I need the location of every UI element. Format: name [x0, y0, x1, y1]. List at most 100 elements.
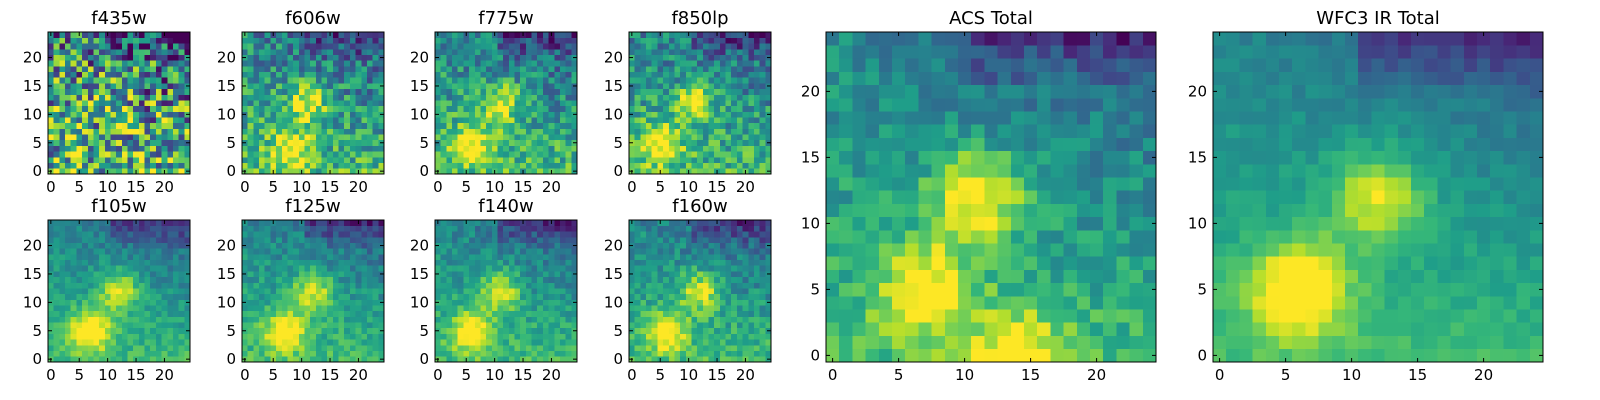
heatmap-cell	[497, 117, 504, 124]
heatmap-cell	[663, 128, 670, 135]
heatmap-cell	[559, 242, 566, 249]
heatmap-cell	[144, 220, 151, 226]
heatmap-cell	[65, 316, 72, 323]
heatmap-cell	[646, 122, 653, 129]
heatmap-cell	[121, 151, 128, 158]
heatmap-cell	[702, 111, 709, 118]
heatmap-cell	[714, 43, 721, 50]
heatmap-cell	[685, 156, 692, 163]
heatmap-cell	[537, 151, 544, 158]
heatmap-cell	[497, 310, 504, 317]
heatmap-cell	[646, 139, 653, 146]
heatmap-cell	[264, 237, 271, 244]
heatmap-cell	[531, 168, 538, 175]
heatmap-cell	[138, 139, 145, 146]
heatmap-cell	[298, 83, 305, 90]
heatmap-cell	[99, 32, 106, 38]
heatmap-cell	[344, 168, 351, 175]
heatmap-cell	[469, 32, 476, 38]
heatmap-cell	[349, 66, 356, 73]
heatmap-cell	[435, 43, 441, 50]
heatmap-cell	[548, 139, 555, 146]
heatmap-cell	[270, 299, 277, 306]
heatmap-cell	[184, 71, 191, 78]
heatmap-cell	[491, 77, 498, 84]
heatmap-cell	[537, 322, 544, 329]
heatmap-cell	[82, 168, 89, 175]
heatmap-cell	[133, 305, 140, 312]
heatmap-cell	[748, 288, 755, 295]
heatmap-cell	[446, 151, 453, 158]
heatmap-cell	[276, 139, 283, 146]
heatmap-cell	[753, 105, 760, 112]
heatmap-cell	[565, 282, 572, 289]
heatmap-cell	[116, 49, 123, 56]
heatmap-cell	[247, 305, 254, 312]
heatmap-cell	[634, 88, 641, 95]
heatmap-cell	[150, 66, 157, 73]
heatmap-cell	[765, 305, 772, 312]
heatmap-cell	[65, 259, 72, 266]
heatmap-cell	[116, 299, 123, 306]
heatmap-cell	[76, 305, 83, 312]
heatmap-cell	[99, 344, 106, 351]
heatmap-cell	[702, 49, 709, 56]
heatmap-cell	[264, 168, 271, 175]
heatmap-cell	[172, 43, 179, 50]
heatmap-cell	[765, 134, 772, 141]
heatmap-cell	[503, 220, 510, 226]
heatmap-cell	[559, 237, 566, 244]
heatmap-cell	[344, 134, 351, 141]
heatmap-cell	[247, 327, 254, 334]
heatmap-cell	[298, 248, 305, 255]
heatmap-cell	[378, 43, 385, 50]
heatmap-cell	[127, 32, 134, 38]
heatmap-cell	[457, 265, 464, 272]
heatmap-cell	[155, 122, 162, 129]
heatmap-cells	[629, 220, 772, 363]
heatmap-cell	[372, 220, 379, 226]
heatmap-cell	[172, 293, 179, 300]
heatmap-cell	[116, 220, 123, 226]
heatmap-cell	[281, 66, 288, 73]
heatmap-cell	[270, 156, 277, 163]
heatmap-cell	[270, 134, 277, 141]
heatmap-cell	[548, 259, 555, 266]
heatmap-cell	[548, 310, 555, 317]
heatmap-cell	[344, 339, 351, 346]
heatmap-cell	[759, 128, 766, 135]
heatmap-cell	[680, 66, 687, 73]
heatmap-cell	[76, 282, 83, 289]
heatmap-cell	[697, 117, 704, 124]
heatmap-cell	[571, 237, 578, 244]
heatmap-cell	[537, 37, 544, 44]
heatmap-cell	[178, 32, 185, 38]
heatmap-cell	[708, 100, 715, 107]
heatmap-cell	[640, 282, 647, 289]
heatmap-cell	[287, 299, 294, 306]
heatmap-cell	[366, 248, 373, 255]
heatmap-cell	[474, 151, 481, 158]
heatmap-cell	[508, 254, 515, 261]
heatmap-cell	[674, 134, 681, 141]
heatmap-cell	[53, 259, 60, 266]
heatmap-cell	[332, 49, 339, 56]
heatmap-cell	[435, 259, 441, 266]
heatmap-cell	[378, 344, 385, 351]
heatmap-cell	[463, 276, 470, 283]
heatmap-cell	[293, 333, 300, 340]
heatmap-cell	[349, 288, 356, 295]
heatmap-cell	[349, 151, 356, 158]
heatmap-cell	[463, 54, 470, 61]
heatmap-cell	[440, 322, 447, 329]
heatmap-cell	[474, 305, 481, 312]
heatmap-cell	[82, 259, 89, 266]
heatmap-cell	[93, 282, 100, 289]
heatmap-cell	[691, 288, 698, 295]
heatmap-cell	[287, 156, 294, 163]
heatmap-cell	[503, 105, 510, 112]
heatmap-cell	[463, 310, 470, 317]
heatmap-cell	[361, 111, 368, 118]
